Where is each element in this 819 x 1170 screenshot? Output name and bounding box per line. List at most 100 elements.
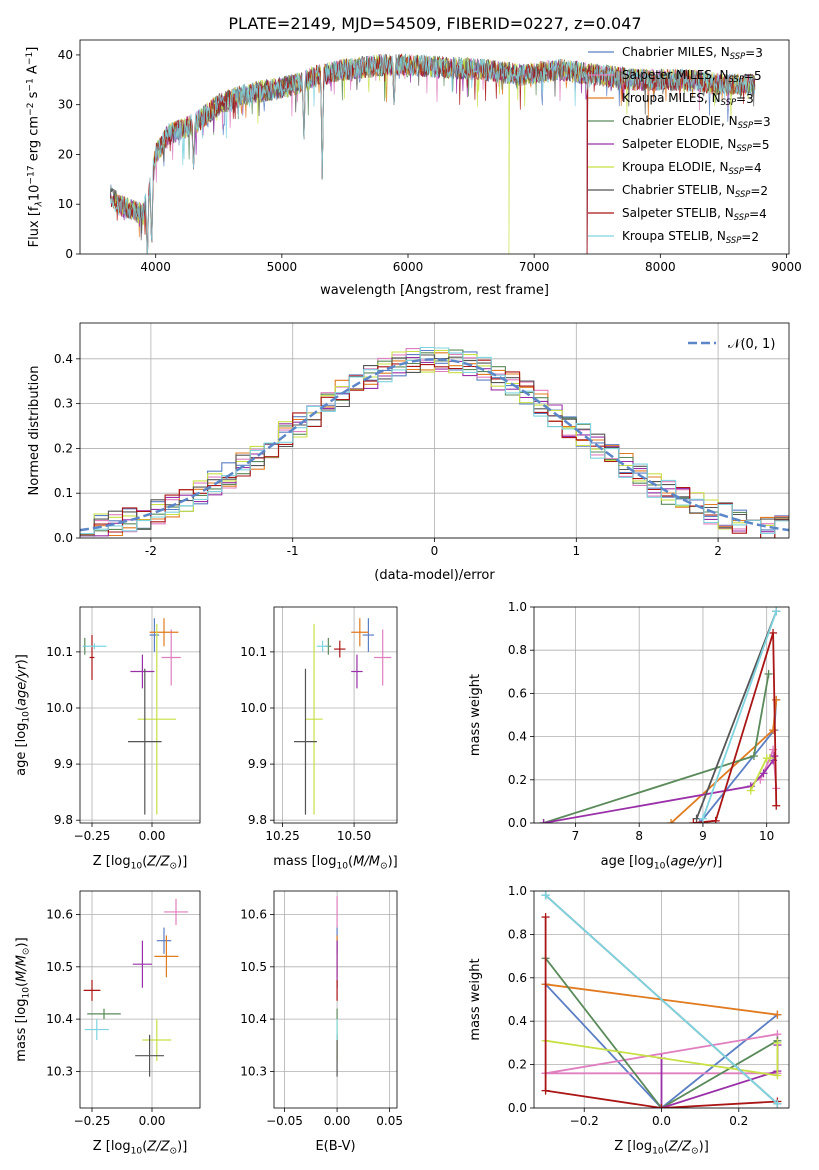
y-tick-label: 0.3 <box>54 397 73 411</box>
x-tick-label: -2 <box>145 544 157 558</box>
y-tick-label: 0.6 <box>508 971 527 985</box>
y-tick-label: 0.4 <box>508 1014 527 1028</box>
y-tick-label: 10.1 <box>240 645 267 659</box>
y-tick-label: 40 <box>58 48 73 62</box>
x-axis-label: Z [log10(Z/Z⊙)] <box>93 1139 188 1157</box>
errorbar-point <box>137 623 176 815</box>
age_vs_mass-panel: 10.25 10.50 9.8 9.9 10.0 10.1 mass [log10(M/M⊙… <box>240 606 398 872</box>
errorbar-point <box>351 618 369 647</box>
y-tick-label: 0 <box>65 247 73 261</box>
age_vs_Z-panel: −0.25 0.00 9.8 9.9 10.0 10.1 Z [log10(Z/Z⊙)] ag… <box>14 606 201 872</box>
errorbar-point <box>362 618 375 652</box>
y-axis-label: mass [log10(M/M⊙)] <box>14 937 32 1061</box>
y-tick-label: 0.8 <box>508 643 527 657</box>
y-tick-label: 0.0 <box>54 531 73 545</box>
figure-title: PLATE=2149, MJD=54509, FIBERID=0227, z=0… <box>228 14 641 33</box>
legend-entry: Chabrier ELODIE, NSSP=3 <box>622 114 771 130</box>
y-tick-label: 10.3 <box>46 1064 73 1078</box>
y-tick-label: 0.4 <box>54 352 73 366</box>
x-tick-label: −0.25 <box>74 829 111 843</box>
legend-entry: Kroupa STELIB, NSSP=2 <box>622 229 759 245</box>
y-tick-label: 9.9 <box>248 757 267 771</box>
legend-entry: Kroupa ELODIE, NSSP=4 <box>622 160 762 176</box>
y-axis-label: age [log10(age/yr)] <box>14 654 31 776</box>
weight-line <box>759 749 778 789</box>
x-tick-label: −0.25 <box>74 1114 111 1128</box>
y-tick-label: 0.2 <box>54 441 73 455</box>
errorbar-point <box>374 629 392 686</box>
legend-entry: Chabrier MILES, NSSP=3 <box>622 45 763 61</box>
y-axis-label: Normed distribution <box>27 366 42 496</box>
weight-line <box>544 983 778 1108</box>
y-tick-label: 10.5 <box>46 960 73 974</box>
legend-entry: 𝒩(0, 1) <box>728 337 775 352</box>
y-tick-label: 9.9 <box>54 757 73 771</box>
spectrum-line <box>109 54 756 254</box>
errorbar-point <box>132 940 152 988</box>
x-tick-label: 1 <box>572 544 580 558</box>
weight-line <box>702 610 778 820</box>
x-tick-label: 9000 <box>771 260 802 274</box>
x-tick-label: 7000 <box>519 260 550 274</box>
x-tick-label: 0.0 <box>652 1114 671 1128</box>
x-tick-label: 8 <box>635 829 643 843</box>
axes-frame <box>79 39 790 255</box>
errorbar-point <box>164 898 188 925</box>
x-tick-label: -1 <box>287 544 299 558</box>
x-tick-label: 10.50 <box>337 829 371 843</box>
y-tick-label: 10.4 <box>46 1012 73 1026</box>
errorbar-point <box>161 629 181 686</box>
x-tick-label: 4000 <box>140 260 171 274</box>
x-tick-label: 9 <box>699 829 707 843</box>
errorbar-point <box>135 1034 164 1077</box>
y-tick-label: 10 <box>58 197 73 211</box>
x-tick-label: 0 <box>431 544 439 558</box>
y-tick-label: 9.8 <box>248 813 267 827</box>
x-tick-label: −0.2 <box>570 1114 599 1128</box>
y-tick-label: 10.3 <box>240 1064 267 1078</box>
massweight_vs_Z-panel: −0.2 0.0 0.2 0.0 0.2 0.4 0.6 0.8 1.0 Z [log10(Z/Z… <box>468 884 790 1157</box>
y-tick-label: 0.1 <box>54 486 73 500</box>
errorbar-point <box>82 643 107 650</box>
weight-line <box>544 957 778 1108</box>
legend-entry: Salpeter MILES, NSSP=5 <box>622 68 762 84</box>
errorbar-point <box>316 640 329 652</box>
axes-frame <box>533 606 790 824</box>
errorbar-points <box>294 618 392 815</box>
histogram-lines <box>80 346 789 538</box>
x-axis-label: wavelength [Angstrom, rest frame] <box>320 283 549 298</box>
histogram-series <box>80 349 789 536</box>
x-tick-label: 0.05 <box>376 1114 403 1128</box>
weight-line <box>543 755 776 823</box>
x-tick-label: 10 <box>759 829 774 843</box>
errorbar-point <box>142 1019 172 1061</box>
x-axis-label: Z [log10(Z/Z⊙)] <box>614 1139 709 1157</box>
y-tick-label: 0.6 <box>508 686 527 700</box>
x-tick-label: −0.05 <box>266 1114 303 1128</box>
x-tick-label: 5000 <box>267 260 298 274</box>
x-axis-label: E(B-V) <box>315 1139 355 1154</box>
errorbar-point <box>149 618 179 647</box>
y-tick-label: 9.8 <box>54 813 73 827</box>
errorbar-point <box>334 640 346 658</box>
y-tick-label: 1.0 <box>508 600 527 614</box>
errorbar-point <box>149 618 160 652</box>
y-tick-label: 10.6 <box>46 908 73 922</box>
y-tick-label: 0.8 <box>508 927 527 941</box>
y-tick-label: 10.0 <box>46 701 73 715</box>
y-tick-label: 0.0 <box>508 1101 527 1115</box>
y-axis-label: mass weight <box>468 674 483 756</box>
spectrum-lines <box>109 53 756 254</box>
errorbar-point <box>84 1019 109 1041</box>
axes-frame <box>79 606 201 824</box>
errorbar-point <box>154 935 179 978</box>
x-axis-label: age [log10(age/yr)] <box>601 854 723 871</box>
weight-lines <box>541 891 782 1108</box>
x-tick-label: 0.00 <box>139 829 166 843</box>
errorbar-points <box>83 898 188 1077</box>
weight-lines <box>539 607 781 823</box>
mass_vs_Z-panel: −0.25 0.00 10.3 10.4 10.5 10.6 Z [log10(Z/Z⊙)]… <box>14 890 201 1157</box>
x-axis-label: Z [log10(Z/Z⊙)] <box>93 854 188 872</box>
errorbar-point <box>294 668 317 815</box>
